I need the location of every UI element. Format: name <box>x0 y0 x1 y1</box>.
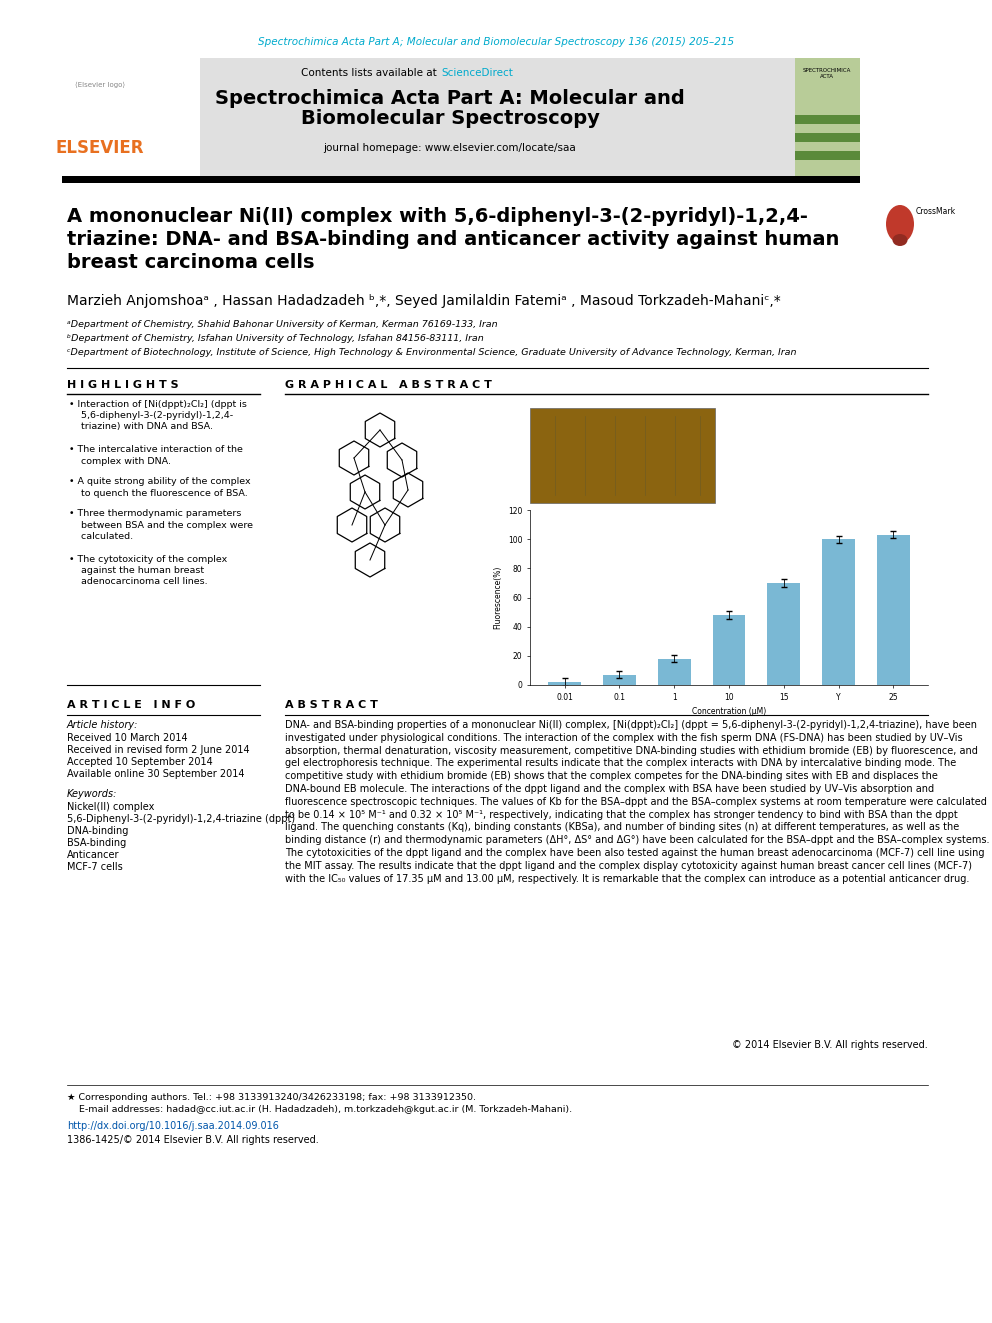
Text: Contents lists available at: Contents lists available at <box>301 67 440 78</box>
Text: Received 10 March 2014: Received 10 March 2014 <box>67 733 187 744</box>
Text: Spectrochimica Acta Part A; Molecular and Biomolecular Spectroscopy 136 (2015) 2: Spectrochimica Acta Part A; Molecular an… <box>258 37 734 48</box>
Text: ELSEVIER: ELSEVIER <box>56 139 144 157</box>
Text: H I G H L I G H T S: H I G H L I G H T S <box>67 380 179 390</box>
Text: • The intercalative interaction of the
    complex with DNA.: • The intercalative interaction of the c… <box>69 446 243 466</box>
Text: A mononuclear Ni(II) complex with 5,6-diphenyl-3-(2-pyridyl)-1,2,4-: A mononuclear Ni(II) complex with 5,6-di… <box>67 206 807 226</box>
Text: Accepted 10 September 2014: Accepted 10 September 2014 <box>67 757 212 767</box>
Bar <box>530 407 715 503</box>
Bar <box>768 583 801 685</box>
Ellipse shape <box>886 205 914 243</box>
Text: ScienceDirect: ScienceDirect <box>441 67 513 78</box>
Text: Available online 30 September 2014: Available online 30 September 2014 <box>67 769 244 779</box>
Text: • The cytotoxicity of the complex
    against the human breast
    adenocarcinom: • The cytotoxicity of the complex agains… <box>69 556 227 586</box>
Text: • A quite strong ability of the complex
    to quench the fluorescence of BSA.: • A quite strong ability of the complex … <box>69 478 251 497</box>
Text: 5,6-Diphenyl-3-(2-pyridyl)-1,2,4-triazine (dppt): 5,6-Diphenyl-3-(2-pyridyl)-1,2,4-triazin… <box>67 814 296 824</box>
Text: G R A P H I C A L   A B S T R A C T: G R A P H I C A L A B S T R A C T <box>285 380 492 390</box>
Text: Keywords:: Keywords: <box>67 789 117 799</box>
Bar <box>822 540 855 685</box>
Text: • Interaction of [Ni(dppt)₂Cl₂] (dppt is
    5,6-diphenyl-3-(2-pyridyl)-1,2,4-
 : • Interaction of [Ni(dppt)₂Cl₂] (dppt is… <box>69 400 247 431</box>
Bar <box>658 659 690 685</box>
Text: Article history:: Article history: <box>67 720 138 730</box>
Text: ᵇDepartment of Chemistry, Isfahan University of Technology, Isfahan 84156-83111,: ᵇDepartment of Chemistry, Isfahan Univer… <box>67 333 484 343</box>
Text: © 2014 Elsevier B.V. All rights reserved.: © 2014 Elsevier B.V. All rights reserved… <box>732 1040 928 1050</box>
Bar <box>62 58 860 176</box>
Text: CrossMark: CrossMark <box>916 208 956 217</box>
Bar <box>877 534 910 685</box>
Text: • Three thermodynamic parameters
    between BSA and the complex were
    calcul: • Three thermodynamic parameters between… <box>69 509 253 541</box>
Bar <box>603 675 636 685</box>
Text: Anticancer: Anticancer <box>67 849 119 860</box>
Bar <box>795 151 860 160</box>
Text: ᵃDepartment of Chemistry, Shahid Bahonar University of Kerman, Kerman 76169-133,: ᵃDepartment of Chemistry, Shahid Bahonar… <box>67 320 498 329</box>
Text: ᶜDepartment of Biotechnology, Institute of Science, High Technology & Environmen: ᶜDepartment of Biotechnology, Institute … <box>67 348 797 357</box>
Text: E-mail addresses: hadad@cc.iut.ac.ir (H. Hadadzadeh), m.torkzadeh@kgut.ac.ir (M.: E-mail addresses: hadad@cc.iut.ac.ir (H.… <box>67 1105 572 1114</box>
Text: A B S T R A C T: A B S T R A C T <box>285 700 378 710</box>
Text: BSA-binding: BSA-binding <box>67 837 126 848</box>
Bar <box>795 142 860 151</box>
Text: 1386-1425/© 2014 Elsevier B.V. All rights reserved.: 1386-1425/© 2014 Elsevier B.V. All right… <box>67 1135 318 1144</box>
Text: http://dx.doi.org/10.1016/j.saa.2014.09.016: http://dx.doi.org/10.1016/j.saa.2014.09.… <box>67 1121 279 1131</box>
Bar <box>549 683 581 685</box>
Text: ★ Corresponding authors. Tel.: +98 3133913240/3426233198; fax: +98 3133912350.: ★ Corresponding authors. Tel.: +98 31339… <box>67 1093 476 1102</box>
Text: Nickel(II) complex: Nickel(II) complex <box>67 802 155 812</box>
Text: Spectrochimica Acta Part A: Molecular and: Spectrochimica Acta Part A: Molecular an… <box>215 89 684 107</box>
Text: journal homepage: www.elsevier.com/locate/saa: journal homepage: www.elsevier.com/locat… <box>323 143 576 153</box>
Ellipse shape <box>893 234 908 246</box>
Text: SPECTROCHIMICA
ACTA: SPECTROCHIMICA ACTA <box>803 67 851 79</box>
Text: Received in revised form 2 June 2014: Received in revised form 2 June 2014 <box>67 745 250 755</box>
Text: Biomolecular Spectroscopy: Biomolecular Spectroscopy <box>301 108 599 127</box>
Bar <box>795 124 860 134</box>
Text: DNA- and BSA-binding properties of a mononuclear Ni(II) complex, [Ni(dppt)₂Cl₂] : DNA- and BSA-binding properties of a mon… <box>285 720 989 884</box>
Y-axis label: Fluorescence(%): Fluorescence(%) <box>493 566 502 630</box>
Bar <box>712 615 745 685</box>
Text: DNA-binding: DNA-binding <box>67 826 128 836</box>
Bar <box>62 58 200 176</box>
Text: ⟨Elsevier logo⟩: ⟨Elsevier logo⟩ <box>75 82 125 89</box>
X-axis label: Concentration (μM): Concentration (μM) <box>691 708 766 716</box>
Text: breast carcinoma cells: breast carcinoma cells <box>67 253 314 273</box>
Text: MCF-7 cells: MCF-7 cells <box>67 863 123 872</box>
Bar <box>62 176 860 183</box>
Text: triazine: DNA- and BSA-binding and anticancer activity against human: triazine: DNA- and BSA-binding and antic… <box>67 230 839 249</box>
Bar <box>795 134 860 142</box>
Text: Marzieh Anjomshoaᵃ , Hassan Hadadzadeh ᵇ,*, Seyed Jamilaldin Fatemiᵃ , Masoud To: Marzieh Anjomshoaᵃ , Hassan Hadadzadeh ᵇ… <box>67 294 781 308</box>
Bar <box>795 115 860 124</box>
Bar <box>795 58 860 176</box>
Text: A R T I C L E   I N F O: A R T I C L E I N F O <box>67 700 195 710</box>
